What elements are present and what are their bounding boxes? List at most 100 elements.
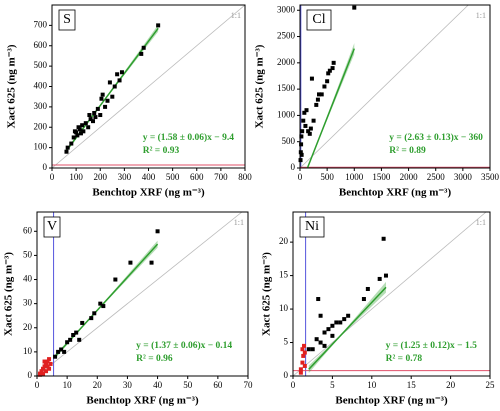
data-point [139,51,144,56]
data-point [86,125,91,130]
panel-label-box [43,216,61,238]
data-point [45,364,50,369]
panel-label: Cl [312,12,325,27]
one-to-one-label: 1:1 [476,11,486,20]
data-point [92,311,97,316]
data-point [89,316,94,321]
data-point [326,71,331,76]
x-axis-label: Benchtop XRF (ng m⁻³) [86,395,199,407]
data-point [101,304,106,309]
panel-label: Ni [305,219,319,234]
x-tick-label: 300 [118,172,132,182]
y-tick-label: 5 [284,337,289,347]
x-tick-label: 0 [291,380,296,390]
fit-r2: R² = 0.93 [143,146,180,156]
data-point [330,333,335,338]
data-point [107,80,112,85]
panel-label-box [306,9,332,31]
panel-label: S [63,12,71,27]
data-point [307,131,312,136]
plot-area [52,5,245,168]
y-tick-label: 15 [279,270,289,280]
plot-frame [292,211,491,377]
y-tick-label: 50 [23,249,33,259]
x-tick-label: 400 [142,172,156,182]
one-to-one-line [293,212,487,376]
data-point [87,113,92,118]
fit-r2: R² = 0.96 [136,354,173,364]
data-point [53,354,58,359]
fit-line [308,286,387,370]
y-tick-label: 30 [23,298,33,308]
y-tick-label: 0 [291,162,296,172]
data-point [41,371,46,376]
panel-label-box [58,9,76,31]
data-point [80,123,85,128]
panel: 0 100 200 300 400 500 600 700 800 0 100 200 300 400 50… [6,4,252,199]
data-point [149,260,154,265]
y-tick-label: 700 [34,19,48,29]
data-point [300,347,305,352]
data-point [302,110,307,115]
y-tick-label: 60 [23,225,33,235]
data-point [141,45,146,50]
y-axis-label: Xact 625 (ng m⁻³) [6,44,18,128]
data-point [105,98,110,103]
y-tick-label: 600 [34,40,48,50]
data-point [77,127,82,132]
data-point [308,126,313,131]
data-point [75,133,80,138]
data-point [310,347,315,352]
x-tick-label: 1000 [345,172,364,182]
x-axis-label: Benchtop XRF (ng m⁻³) [92,187,205,199]
data-point [302,343,307,348]
data-point [316,297,321,302]
y-axis-label: Xact 625 (ng m⁻³) [261,252,273,336]
data-point [327,68,332,73]
data-point [92,110,97,115]
one-to-one-label: 1:1 [231,11,241,20]
data-point [83,121,88,126]
data-point [41,366,46,371]
data-point [330,323,335,328]
data-point [64,149,69,154]
panel-label: V [47,219,57,234]
data-point [309,76,314,81]
x-tick-label: 10 [63,380,73,390]
data-point [325,79,330,84]
one-to-one-label: 1:1 [476,218,486,227]
x-tick-label: 20 [93,380,103,390]
one-to-one-label: 1:1 [234,218,244,227]
y-tick-label: 200 [34,121,48,131]
data-point [330,66,335,71]
panel: 0 5 10 15 20 25 0 5 10 15 20 Benchtop XRF (ng m⁻³) X… [261,211,495,407]
data-point [91,119,96,124]
data-point [110,94,115,99]
data-point [100,92,105,97]
data-point [302,350,307,355]
data-point [346,313,351,318]
data-point [155,229,160,234]
one-to-one-line [52,5,245,168]
data-point [303,123,308,128]
data-point [352,5,357,10]
data-point [77,337,82,342]
y-tick-label: 500 [282,136,296,146]
plot-area [37,212,243,376]
data-point [383,273,388,278]
data-point [300,360,305,365]
data-point [69,141,74,146]
plot-frame [299,4,491,169]
data-point [119,70,124,75]
data-point [298,158,303,163]
x-tick-label: 70 [244,380,254,390]
data-point [44,369,49,374]
y-tick-label: 2000 [277,57,296,67]
x-tick-label: 2000 [400,172,419,182]
data-point [365,286,370,291]
data-point [42,364,47,369]
data-point [317,92,321,97]
data-point [319,92,324,97]
data-point [322,84,327,89]
fit-equation: y = (2.63 ± 0.13)x − 360 [389,132,483,143]
